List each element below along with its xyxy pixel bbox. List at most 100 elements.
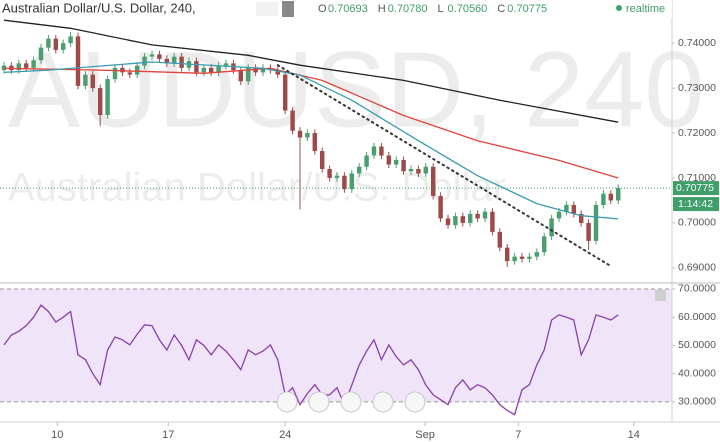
candle-body (430, 166, 436, 196)
y-tick-label: 30.0000 (678, 396, 716, 408)
toolbar-button[interactable] (404, 391, 426, 413)
candle-body (615, 187, 621, 201)
toolbar-button[interactable] (308, 391, 330, 413)
x-tick-label: Sep (415, 429, 435, 441)
y-tick-label: 0.73000 (678, 82, 716, 94)
candle-body (497, 231, 503, 248)
candle-body (68, 36, 73, 44)
candle-body (527, 256, 532, 259)
pane-settings[interactable] (655, 290, 666, 301)
candle-body (120, 67, 125, 73)
candle-body (416, 168, 421, 174)
candle-body (238, 70, 244, 82)
candle-body (556, 211, 562, 219)
x-tick-label: 24 (279, 429, 291, 441)
candle-body (423, 166, 429, 174)
ohlc-label: C (497, 3, 505, 15)
candle-body (549, 218, 554, 237)
x-tick-label: 17 (162, 429, 174, 441)
y-tick-label: 0.69000 (678, 262, 716, 274)
candle-body (519, 256, 525, 259)
watermark-description: Australian Dollar/U.S. Dollar (8, 166, 506, 210)
candle-body (290, 110, 295, 131)
candle-body (164, 58, 170, 64)
candle-body (504, 247, 510, 262)
candle-body (157, 54, 162, 59)
status-dot (616, 5, 622, 11)
y-tick-label: 70.0000 (678, 283, 716, 295)
candle-body (327, 168, 332, 178)
candle-body (364, 155, 369, 167)
candle-body (208, 67, 214, 73)
candle-body (127, 72, 133, 75)
ohlc-legend: O 0.70693 H 0.70780 L 0.70560 C 0.70775 (318, 3, 547, 15)
candle-body (105, 79, 110, 116)
x-tick-label: 7 (515, 429, 521, 441)
candle-body (223, 63, 229, 66)
candle-body (319, 151, 325, 169)
candle-body (371, 146, 377, 156)
ohlc-label: H (378, 3, 386, 15)
candle-body (386, 155, 392, 165)
header-title: Australian Dollar/U.S. Dollar, 240, (2, 0, 196, 15)
candle-body (275, 70, 281, 75)
ohlc-value: 0.70780 (388, 3, 428, 15)
header-box[interactable] (282, 1, 294, 17)
toolbar (276, 391, 426, 413)
candle-body (586, 222, 591, 241)
status: realtime (626, 3, 665, 15)
x-tick-label: 10 (51, 429, 63, 441)
x-tick-label: 14 (628, 429, 640, 441)
y-tick-label: 40.0000 (678, 367, 716, 379)
watermark-symbol: AUDUSD, 240 (8, 29, 704, 150)
countdown: 1:14:42 (678, 198, 713, 210)
candle-body (578, 213, 584, 223)
candle-body (97, 88, 103, 116)
ohlc-label: L (438, 3, 444, 15)
candle-body (171, 56, 177, 64)
ohlc-value: 0.70560 (448, 3, 488, 15)
candle-body (282, 74, 288, 111)
candle-body (1, 65, 7, 71)
candle-body (571, 204, 577, 214)
plot: 0.74000 0.73000 0.72000 0.71000 0.70000 0.690… (0, 19, 719, 441)
ohlc-value: 0.70693 (328, 3, 368, 15)
y-tick-label: 50.0000 (678, 339, 716, 351)
candle-body (179, 56, 184, 68)
y-tick-label: 0.70000 (678, 217, 716, 229)
candle-body (75, 36, 81, 86)
candle-body (16, 63, 22, 71)
candle-body (475, 213, 480, 219)
candle-body (23, 63, 29, 68)
candle-body (46, 38, 51, 48)
candle-body (60, 43, 66, 50)
watermark: AUDUSD, 240 Australian Dollar/U.S. Dolla… (8, 29, 704, 210)
y-tick-label: 0.74000 (678, 37, 716, 49)
candle-body (453, 216, 458, 226)
moving-average (3, 67, 619, 179)
candle-body (512, 256, 517, 262)
candle-body (194, 61, 199, 73)
candle-body (601, 193, 606, 205)
toolbar-button[interactable] (276, 391, 298, 413)
moving-average (3, 19, 619, 123)
candle-body (31, 60, 36, 68)
toolbar-button[interactable] (340, 391, 362, 413)
toolbar-button[interactable] (372, 391, 394, 413)
candle-body (460, 216, 466, 223)
trendline (276, 64, 612, 268)
countdown-box (673, 197, 719, 212)
candle-body (356, 166, 362, 174)
ohlc-label: O (318, 3, 327, 15)
header-box (256, 2, 278, 16)
header-bg (0, 0, 672, 18)
y-tick-label: 60.0000 (678, 311, 716, 323)
candle-body (134, 65, 140, 75)
candle-body (379, 146, 384, 156)
candle-body (438, 195, 443, 219)
candle-body (534, 252, 540, 257)
candle-body (349, 173, 355, 190)
rsi-line (3, 304, 619, 416)
